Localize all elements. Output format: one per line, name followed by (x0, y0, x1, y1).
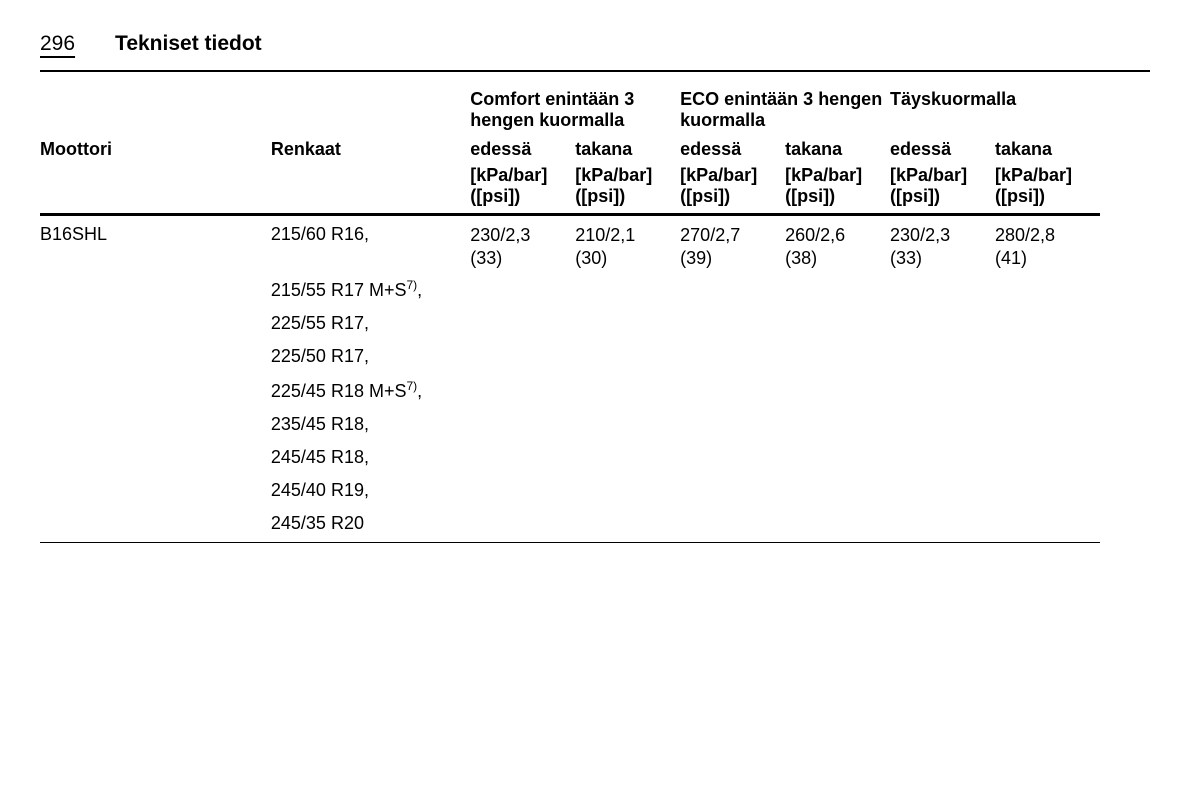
engine-cell (40, 474, 271, 507)
col-group-full: Täyskuormalla (890, 86, 1100, 133)
engine-cell: B16SHL (40, 215, 271, 273)
pressure-comfort_rear (575, 441, 680, 474)
unit-label: [kPa/bar] ([psi]) (470, 162, 575, 215)
pressure-eco_rear (785, 474, 890, 507)
col-tires: Renkaat (271, 133, 470, 162)
pressure-comfort_front (470, 507, 575, 543)
tire-spec: 225/55 R17, (271, 307, 470, 340)
col-eco-rear: takana (785, 133, 890, 162)
pressure-eco_front (680, 474, 785, 507)
pressure-full_rear: 280/2,8 (41) (995, 215, 1100, 273)
unit-label: [kPa/bar] ([psi]) (785, 162, 890, 215)
col-engine: Moottori (40, 133, 271, 162)
pressure-eco_front (680, 408, 785, 441)
pressure-full_front (890, 408, 995, 441)
tire-spec: 235/45 R18, (271, 408, 470, 441)
pressure-eco_front (680, 307, 785, 340)
pressure-eco_rear (785, 507, 890, 543)
pressure-comfort_rear: 210/2,1 (30) (575, 215, 680, 273)
pressure-comfort_rear (575, 373, 680, 408)
page-title: Tekniset tiedot (115, 32, 262, 56)
pressure-eco_front (680, 373, 785, 408)
tire-spec: 245/40 R19, (271, 474, 470, 507)
pressure-full_rear (995, 307, 1100, 340)
tire-spec: 245/45 R18, (271, 441, 470, 474)
pressure-comfort_rear (575, 272, 680, 307)
pressure-comfort_front (470, 340, 575, 373)
col-full-front: edessä (890, 133, 995, 162)
pressure-table: Comfort enintään 3 hengen kuormalla ECO … (40, 86, 1100, 543)
pressure-eco_rear (785, 340, 890, 373)
tire-spec: 215/60 R16, (271, 215, 470, 273)
tire-spec: 245/35 R20 (271, 507, 470, 543)
pressure-full_front (890, 272, 995, 307)
unit-label: [kPa/bar] ([psi]) (995, 162, 1100, 215)
pressure-eco_rear (785, 441, 890, 474)
pressure-comfort_rear (575, 307, 680, 340)
pressure-eco_rear (785, 408, 890, 441)
pressure-comfort_rear (575, 408, 680, 441)
pressure-comfort_front (470, 272, 575, 307)
pressure-eco_rear (785, 307, 890, 340)
pressure-comfort_front: 230/2,3 (33) (470, 215, 575, 273)
col-group-comfort: Comfort enintään 3 hengen kuormalla (470, 86, 680, 133)
pressure-full_front (890, 307, 995, 340)
col-eco-front: edessä (680, 133, 785, 162)
pressure-comfort_front (470, 307, 575, 340)
pressure-full_rear (995, 474, 1100, 507)
pressure-comfort_rear (575, 507, 680, 543)
col-group-eco: ECO enintään 3 hengen kuormalla (680, 86, 890, 133)
unit-label: [kPa/bar] ([psi]) (575, 162, 680, 215)
col-comfort-front: edessä (470, 133, 575, 162)
pressure-eco_front (680, 507, 785, 543)
engine-cell (40, 507, 271, 543)
tire-spec: 215/55 R17 M+S7), (271, 272, 470, 307)
pressure-eco_rear (785, 272, 890, 307)
pressure-eco_front: 270/2,7 (39) (680, 215, 785, 273)
pressure-full_rear (995, 441, 1100, 474)
page-number: 296 (40, 32, 75, 56)
pressure-full_front (890, 474, 995, 507)
pressure-comfort_front (470, 373, 575, 408)
col-comfort-rear: takana (575, 133, 680, 162)
col-full-rear: takana (995, 133, 1100, 162)
tire-spec: 225/50 R17, (271, 340, 470, 373)
pressure-full_rear (995, 373, 1100, 408)
pressure-full_front (890, 507, 995, 543)
pressure-full_front: 230/2,3 (33) (890, 215, 995, 273)
pressure-eco_front (680, 340, 785, 373)
pressure-comfort_front (470, 441, 575, 474)
engine-cell (40, 272, 271, 307)
engine-cell (40, 373, 271, 408)
engine-cell (40, 340, 271, 373)
unit-label: [kPa/bar] ([psi]) (890, 162, 995, 215)
pressure-comfort_front (470, 474, 575, 507)
pressure-full_front (890, 373, 995, 408)
pressure-comfort_rear (575, 474, 680, 507)
pressure-eco_front (680, 441, 785, 474)
tire-spec: 225/45 R18 M+S7), (271, 373, 470, 408)
pressure-full_rear (995, 272, 1100, 307)
header-divider (40, 70, 1150, 72)
engine-cell (40, 307, 271, 340)
page-header: 296 Tekniset tiedot (40, 32, 1150, 60)
pressure-full_front (890, 340, 995, 373)
pressure-eco_front (680, 272, 785, 307)
engine-cell (40, 408, 271, 441)
unit-label: [kPa/bar] ([psi]) (680, 162, 785, 215)
pressure-full_front (890, 441, 995, 474)
pressure-full_rear (995, 507, 1100, 543)
pressure-eco_rear (785, 373, 890, 408)
pressure-full_rear (995, 408, 1100, 441)
pressure-comfort_rear (575, 340, 680, 373)
table-body: B16SHL215/60 R16,230/2,3 (33)210/2,1 (30… (40, 215, 1100, 543)
pressure-eco_rear: 260/2,6 (38) (785, 215, 890, 273)
pressure-comfort_front (470, 408, 575, 441)
pressure-full_rear (995, 340, 1100, 373)
engine-cell (40, 441, 271, 474)
